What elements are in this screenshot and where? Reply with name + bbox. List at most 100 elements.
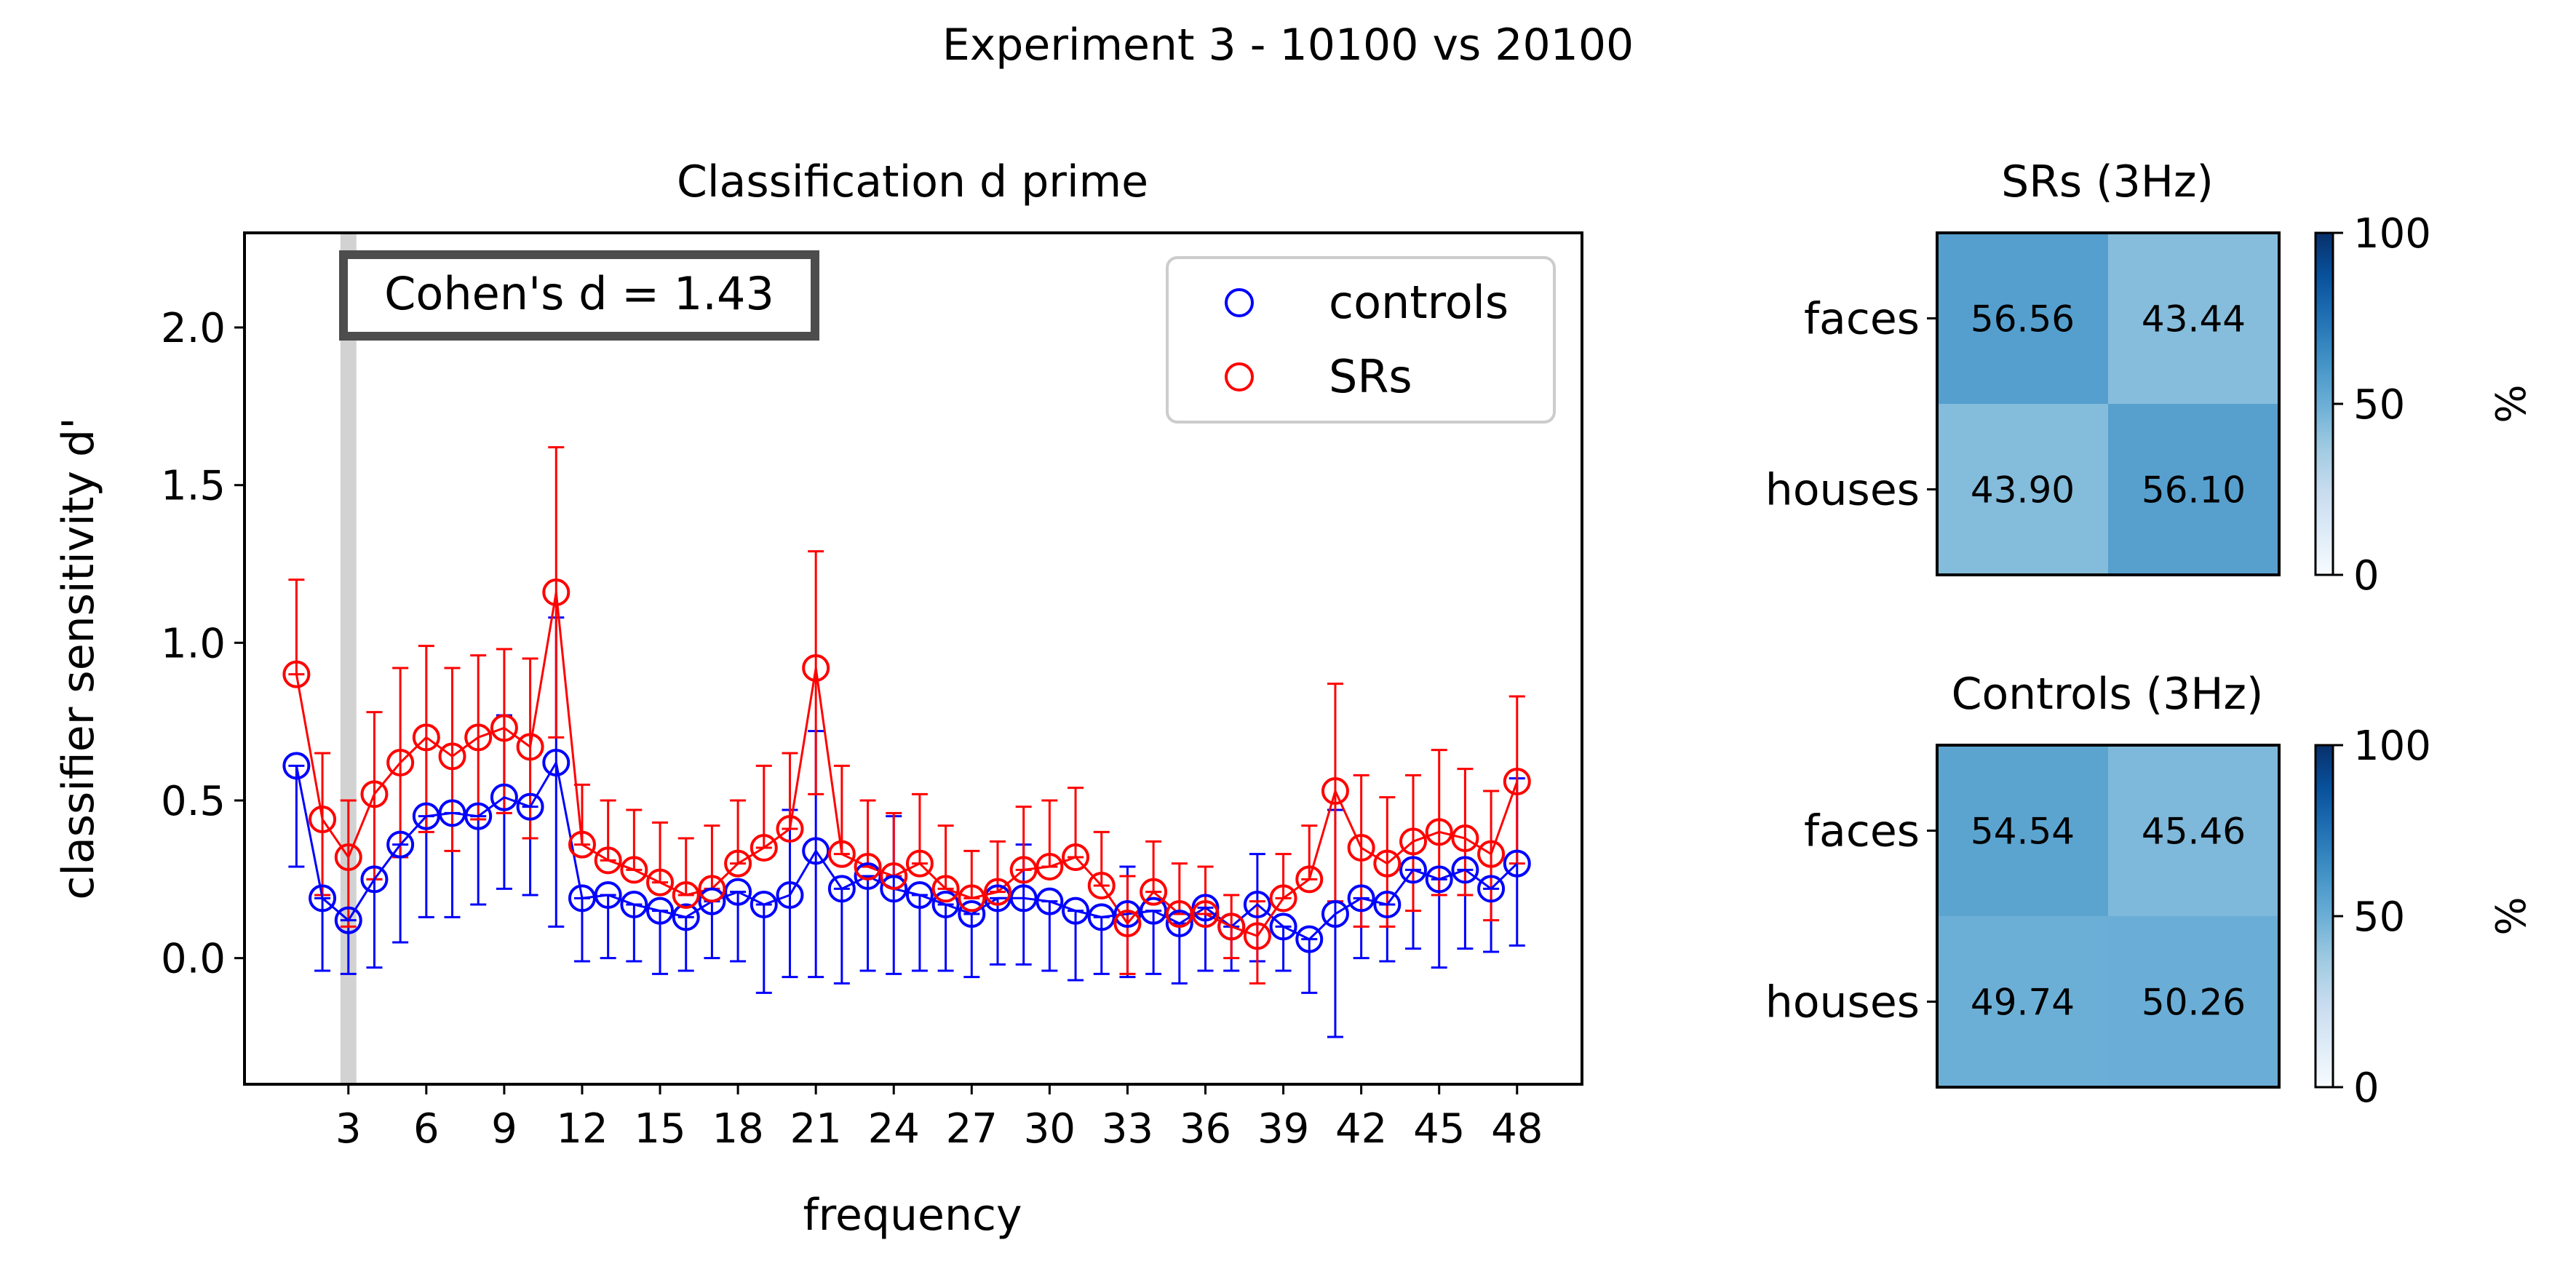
point-SRs-10 bbox=[516, 733, 544, 761]
point-SRs-14 bbox=[620, 856, 648, 884]
point-controls-26 bbox=[931, 891, 960, 918]
confusion-matrix-controls: Controls (3Hz) 54.54 45.46 49.74 50.26 face… bbox=[1765, 669, 2535, 1112]
cm-srs-cells: 56.56 43.44 43.90 56.10 bbox=[1937, 233, 2279, 575]
cm-controls-cell-0-1 bbox=[2108, 745, 2279, 916]
point-SRs-16 bbox=[672, 881, 700, 909]
cm-controls-value-0-1: 45.46 bbox=[2142, 811, 2246, 853]
point-SRs-12 bbox=[568, 830, 596, 859]
cm-controls-colorbar-tick-label: 100 bbox=[2353, 723, 2431, 770]
y-tick-label: 0.5 bbox=[161, 778, 226, 825]
point-controls-24 bbox=[880, 875, 908, 903]
point-controls-35 bbox=[1165, 910, 1193, 937]
point-controls-6 bbox=[412, 802, 440, 830]
highlight-band-rect bbox=[340, 233, 357, 1084]
point-controls-14 bbox=[620, 891, 648, 918]
point-controls-7 bbox=[438, 799, 466, 827]
point-SRs-15 bbox=[646, 868, 675, 897]
cm-srs-cell-1-0 bbox=[1937, 404, 2108, 575]
cm-controls-colorbar: 0 50 100% bbox=[2314, 723, 2535, 1112]
point-controls-33 bbox=[1113, 900, 1142, 928]
cm-srs-row-label-houses: houses bbox=[1765, 465, 1920, 516]
series-line-SRs bbox=[295, 592, 1519, 938]
cm-srs-value-1-0: 43.90 bbox=[1971, 469, 2075, 512]
point-SRs-46 bbox=[1451, 824, 1479, 852]
point-controls-19 bbox=[750, 891, 778, 918]
point-SRs-7 bbox=[438, 742, 466, 771]
point-SRs-17 bbox=[698, 875, 726, 903]
point-SRs-28 bbox=[983, 878, 1011, 906]
x-tick-label: 9 bbox=[491, 1105, 517, 1153]
point-SRs-21 bbox=[802, 654, 830, 682]
x-tick-label: 48 bbox=[1491, 1105, 1543, 1153]
cm-controls-value-1-1: 50.26 bbox=[2142, 982, 2246, 1024]
cm-srs-cell-0-0 bbox=[1937, 233, 2108, 404]
cm-srs-colorbar-label: % bbox=[2488, 384, 2535, 423]
point-SRs-42 bbox=[1347, 834, 1375, 862]
point-controls-18 bbox=[724, 878, 752, 906]
cm-controls-colorbar-label: % bbox=[2488, 897, 2535, 935]
point-controls-22 bbox=[827, 875, 856, 903]
cm-controls-cell-1-0 bbox=[1937, 916, 2108, 1087]
cm-srs-colorbar-gradient bbox=[2314, 231, 2334, 576]
point-controls-15 bbox=[646, 897, 675, 925]
point-controls-38 bbox=[1243, 891, 1271, 918]
point-controls-1 bbox=[282, 752, 311, 780]
cm-controls-cell-0-0 bbox=[1937, 745, 2108, 916]
cm-srs-value-0-1: 43.44 bbox=[2142, 298, 2246, 341]
point-SRs-30 bbox=[1035, 853, 1064, 880]
cm-controls-colorbar-tick-label: 50 bbox=[2353, 894, 2405, 941]
figure-suptitle: Experiment 3 - 10100 vs 20100 bbox=[942, 20, 1634, 71]
cm-srs-colorbar-tick-label: 0 bbox=[2353, 552, 2380, 600]
point-SRs-39 bbox=[1269, 884, 1297, 913]
point-SRs-1 bbox=[282, 660, 311, 688]
point-SRs-11 bbox=[542, 579, 571, 606]
errorbars-layer bbox=[288, 446, 1525, 1038]
cm-controls-value-0-0: 54.54 bbox=[1971, 811, 2075, 853]
cm-controls-colorbar-gradient bbox=[2314, 744, 2334, 1089]
point-controls-9 bbox=[490, 783, 518, 811]
point-controls-31 bbox=[1062, 897, 1090, 925]
point-controls-8 bbox=[464, 802, 493, 830]
x-tick-label: 18 bbox=[712, 1105, 763, 1153]
cm-srs-cell-0-1 bbox=[2108, 233, 2279, 404]
cm-controls-row-label-houses: houses bbox=[1765, 977, 1920, 1028]
x-tick-label: 24 bbox=[868, 1105, 920, 1153]
cm-controls-frame bbox=[1936, 744, 2281, 1089]
cm-controls-cell-1-1 bbox=[2108, 916, 2279, 1087]
cm-controls-title: Controls (3Hz) bbox=[1952, 669, 2264, 720]
point-SRs-29 bbox=[1009, 856, 1038, 884]
point-SRs-13 bbox=[594, 846, 622, 875]
point-SRs-23 bbox=[854, 853, 882, 880]
point-SRs-43 bbox=[1373, 849, 1402, 878]
point-SRs-8 bbox=[464, 723, 493, 752]
point-SRs-22 bbox=[827, 840, 856, 868]
point-SRs-3 bbox=[334, 843, 362, 871]
point-SRs-20 bbox=[776, 815, 804, 843]
cm-srs-colorbar-tick-label: 50 bbox=[2353, 381, 2405, 429]
point-controls-41 bbox=[1321, 900, 1349, 928]
confusion-matrix-srs: SRs (3Hz) 56.56 43.44 43.90 56.10 faces hous… bbox=[1765, 156, 2535, 600]
cm-controls-value-1-0: 49.74 bbox=[1971, 982, 2075, 1024]
point-SRs-44 bbox=[1399, 827, 1428, 856]
point-controls-48 bbox=[1503, 849, 1531, 878]
x-tick-label: 12 bbox=[556, 1105, 608, 1153]
cm-srs-frame bbox=[1936, 231, 2281, 576]
cm-srs-value-1-1: 56.10 bbox=[2142, 469, 2246, 512]
point-SRs-25 bbox=[905, 849, 934, 878]
y-axis-label: classifier sensitivity d' bbox=[53, 417, 104, 899]
x-ticks: 3 6 9 12 15 18 21 24 27 30 33 36 39 42 45 48 bbox=[335, 1084, 1543, 1153]
cohens-d-text: Cohen's d = 1.43 bbox=[384, 267, 774, 320]
point-controls-27 bbox=[958, 900, 986, 928]
cm-controls-colorbar-tick-label: 0 bbox=[2353, 1065, 2380, 1112]
point-controls-36 bbox=[1191, 894, 1220, 922]
point-SRs-47 bbox=[1477, 840, 1506, 868]
x-tick-label: 33 bbox=[1102, 1105, 1153, 1153]
point-SRs-45 bbox=[1425, 818, 1453, 846]
cm-controls-row-labels: faces houses bbox=[1765, 806, 1937, 1028]
point-controls-40 bbox=[1295, 925, 1324, 953]
point-SRs-19 bbox=[750, 834, 778, 862]
point-controls-3 bbox=[334, 906, 362, 934]
x-tick-label: 42 bbox=[1335, 1105, 1387, 1153]
cohens-d-box: Cohen's d = 1.43 bbox=[339, 250, 819, 341]
